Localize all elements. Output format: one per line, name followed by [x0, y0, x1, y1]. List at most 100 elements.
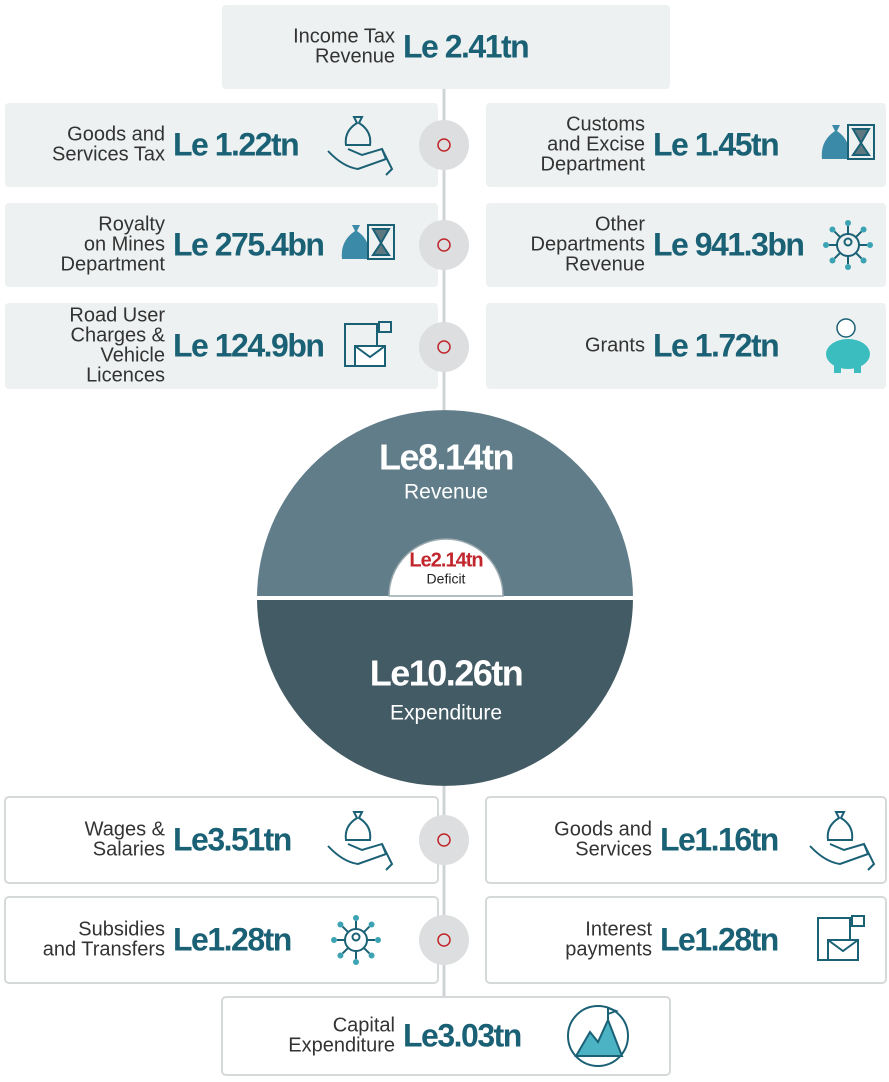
item-label: Licences: [86, 364, 165, 386]
deficit-caption: Deficit: [427, 571, 466, 587]
deficit-value: Le2.14tn: [409, 549, 482, 571]
item-label: Customs: [566, 113, 645, 135]
icon-part: [826, 811, 854, 841]
item-value: Le3.51tn: [173, 821, 291, 857]
item-value: Le 941.3bn: [653, 226, 803, 262]
icon-part: [381, 843, 394, 871]
icon-part: [843, 237, 853, 247]
icon-part: [833, 230, 841, 238]
item-value: Le 275.4bn: [173, 226, 323, 262]
icon-part: [845, 264, 851, 270]
item-label: Vehicle: [101, 344, 166, 366]
icon-part: [867, 242, 873, 248]
item-label: Department: [541, 153, 646, 175]
icon-part: [851, 128, 871, 156]
icon-part: [860, 226, 867, 233]
icon: [809, 811, 876, 871]
item-label: payments: [565, 938, 652, 960]
node-circle: [419, 220, 469, 270]
icon-part: [344, 811, 372, 841]
node-dot: [437, 238, 451, 252]
item-label: and Transfers: [43, 938, 165, 960]
icon-part: [855, 230, 863, 238]
node-dot: [437, 833, 451, 847]
item-box: [485, 796, 887, 884]
node-circle: [419, 815, 469, 865]
item-label: Income Tax: [293, 25, 395, 47]
icon: [327, 116, 394, 176]
node-dot: [437, 933, 451, 947]
icon-part: [863, 843, 876, 871]
icon-part: [353, 959, 359, 965]
icon-part: [574, 1017, 624, 1057]
item-box: [221, 996, 671, 1076]
item-value: Le 124.9bn: [173, 327, 323, 363]
icon-part: [363, 925, 371, 933]
icon-part: [367, 224, 395, 260]
icon-part: [834, 364, 841, 373]
item-label: Grants: [585, 334, 645, 356]
icon-part: [823, 242, 829, 248]
icon-part: [821, 125, 849, 159]
item-label: Royalty: [98, 213, 165, 235]
item-box: [5, 203, 438, 287]
item-value: Le 1.72tn: [653, 327, 778, 363]
item-box: [486, 103, 886, 187]
item-value: Le 2.41tn: [403, 28, 528, 64]
icon-part: [829, 226, 836, 233]
icon-part: [567, 1005, 629, 1067]
revenue-half: [257, 410, 633, 598]
item-label: on Mines: [84, 233, 165, 255]
icon: [344, 321, 392, 367]
icon: [821, 124, 875, 160]
item-label: Services Tax: [52, 143, 165, 165]
expenditure-caption: Expenditure: [390, 702, 502, 725]
item-value: Le 1.45tn: [653, 126, 778, 162]
revenue-caption: Revenue: [404, 481, 488, 504]
icon-part: [845, 220, 851, 226]
item-label: Expenditure: [288, 1034, 395, 1056]
expenditure-total: Le10.26tn: [370, 653, 523, 694]
icon-part: [344, 116, 372, 146]
icon-part: [827, 939, 859, 953]
item-label: Goods and: [554, 818, 652, 840]
icon-part: [847, 124, 875, 160]
item-label: Subsidies: [78, 918, 165, 940]
item-label: Wages &: [85, 818, 166, 840]
item-value: Le1.28tn: [660, 921, 778, 957]
icon: [327, 811, 394, 871]
icon: [817, 915, 865, 961]
item-box: [486, 203, 886, 287]
icon-part: [354, 345, 386, 359]
icon: [823, 220, 873, 270]
icon-part: [337, 921, 344, 928]
item-box: [5, 303, 438, 389]
item-label: Charges &: [71, 324, 166, 346]
item-label: Services: [575, 838, 652, 860]
icon-part: [381, 148, 394, 176]
revenue-total: Le8.14tn: [379, 437, 513, 478]
item-label: Revenue: [565, 253, 645, 275]
item-label: Road User: [69, 304, 165, 326]
icon-part: [351, 932, 361, 942]
item-label: Departments: [531, 233, 646, 255]
item-value: Le1.28tn: [173, 921, 291, 957]
icon-part: [371, 228, 391, 256]
icon-part: [854, 364, 861, 373]
item-label: Salaries: [93, 838, 165, 860]
icon: [341, 224, 395, 260]
item-value: Le1.16tn: [660, 821, 778, 857]
item-label: Goods and: [67, 123, 165, 145]
icon: [826, 318, 870, 373]
item-label: Other: [595, 213, 645, 235]
item-label: and Excise: [547, 133, 645, 155]
icon-part: [353, 915, 359, 921]
icon-part: [341, 225, 369, 259]
icon-part: [368, 921, 375, 928]
icon-part: [363, 947, 371, 955]
item-label: Capital: [333, 1014, 395, 1036]
item-label: Interest: [585, 918, 652, 940]
icon-part: [607, 1006, 619, 1020]
deficit-badge: [388, 538, 504, 597]
